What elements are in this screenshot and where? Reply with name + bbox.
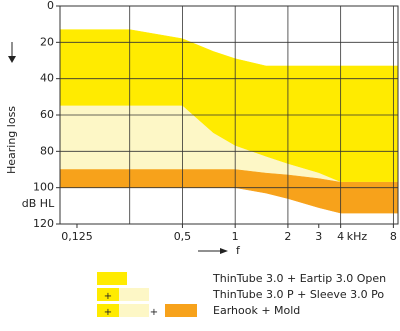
x-tick-label: 3 bbox=[315, 230, 322, 243]
legend-label: ThinTube 3.0 P + Sleeve 3.0 Po bbox=[212, 288, 384, 301]
legend-swatch bbox=[97, 272, 127, 285]
legend-plus: + bbox=[150, 307, 158, 318]
y-tick-label: 0 bbox=[47, 0, 54, 12]
x-tick-label: 0,125 bbox=[61, 230, 93, 243]
legend-swatch bbox=[165, 304, 197, 317]
x-axis-label: f bbox=[236, 244, 241, 257]
x-tick-label: 0,5 bbox=[174, 230, 192, 243]
y-tick-label: 80 bbox=[40, 144, 54, 157]
y-tick-label: 20 bbox=[40, 35, 54, 48]
legend-swatch bbox=[119, 288, 149, 301]
y-arrow-head bbox=[8, 56, 16, 63]
x-tick-label: 2 bbox=[284, 230, 291, 243]
x-tick-label: 8 bbox=[390, 230, 397, 243]
y-tick-label: 120 bbox=[33, 217, 54, 230]
y-axis-label: Hearing loss bbox=[5, 106, 18, 174]
legend-label: ThinTube 3.0 + Eartip 3.0 Open bbox=[212, 272, 386, 285]
x-tick-label: 4 bbox=[337, 230, 344, 243]
legend-plus: + bbox=[104, 291, 112, 302]
x-arrow-head bbox=[220, 248, 228, 254]
y-tick-label: 60 bbox=[40, 108, 54, 121]
y-tick-label: 40 bbox=[40, 72, 54, 85]
y-tick-label: 100 bbox=[33, 181, 54, 194]
legend-plus: + bbox=[104, 307, 112, 318]
x-tick-label: 1 bbox=[232, 230, 239, 243]
legend-swatch bbox=[119, 304, 149, 317]
legend-label: Earhook + Mold bbox=[213, 304, 300, 317]
y-unit: dB HL bbox=[22, 197, 55, 210]
x-unit: kHz bbox=[347, 230, 368, 243]
